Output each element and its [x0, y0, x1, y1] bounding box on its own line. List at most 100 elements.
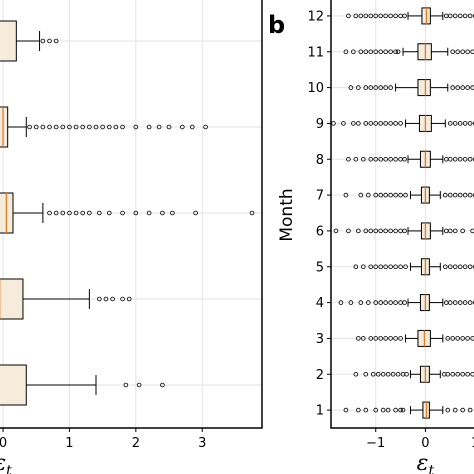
outlier-point [452, 264, 458, 270]
outlier-point [133, 210, 139, 216]
y-tick-label: 4 [316, 296, 324, 311]
outlier-point [467, 264, 473, 270]
outlier-point [368, 156, 374, 162]
panel-a-gridlines [0, 0, 262, 428]
panel-b-x-axis-label-main: ε [417, 451, 429, 474]
outlier-point [358, 192, 364, 198]
outlier-point [378, 156, 383, 162]
outlier-point [346, 13, 351, 19]
panel-a-boxes [0, 20, 255, 406]
outlier-point [106, 124, 112, 130]
outlier-point [460, 336, 465, 341]
outlier-point [390, 371, 396, 377]
x-tick-label: −1 [366, 436, 385, 451]
outlier-point [383, 13, 388, 19]
outlier-point [385, 407, 391, 413]
outlier-point [457, 121, 463, 126]
box-iqr [0, 278, 24, 320]
outlier-point [457, 192, 463, 198]
outlier-point [380, 371, 386, 377]
outlier-point [388, 264, 393, 270]
outlier-point [356, 336, 361, 341]
x-tick-label: 0 [421, 436, 429, 451]
panel-a-x-ticks: −10123 [0, 428, 206, 451]
outlier-point [393, 156, 398, 162]
panel-a: −10123 εt [0, 0, 263, 474]
y-tick-label: 3 [316, 332, 324, 347]
outlier-point [368, 85, 374, 90]
outlier-point [341, 121, 346, 126]
box-11 [343, 43, 474, 61]
outlier-point [353, 13, 359, 19]
outlier-point [393, 228, 398, 234]
outlier-point [378, 13, 383, 19]
outlier-point [60, 124, 66, 130]
outlier-point [146, 124, 152, 130]
outlier-point [402, 228, 407, 234]
outlier-point [388, 156, 393, 162]
panel-b-y-axis-label: Month [277, 188, 297, 241]
outlier-point [385, 371, 391, 377]
y-tick-label: 10 [307, 81, 324, 96]
outlier-point [333, 228, 339, 234]
y-tick-label: 1 [316, 404, 324, 419]
box-4 [0, 106, 208, 148]
box-5 [0, 20, 59, 62]
outlier-point [180, 124, 185, 130]
outlier-point [470, 85, 474, 90]
outlier-point [363, 371, 369, 377]
outlier-point [398, 336, 403, 341]
outlier-point [452, 156, 458, 162]
outlier-point [378, 336, 383, 341]
outlier-point [388, 85, 393, 90]
outlier-point [452, 300, 458, 305]
outlier-point [462, 192, 468, 198]
outlier-point [470, 49, 474, 55]
outlier-point [447, 121, 453, 126]
outlier-point [160, 210, 165, 216]
outlier-point [452, 228, 458, 234]
y-tick-label: 6 [316, 224, 324, 239]
outlier-point [472, 300, 474, 305]
panel-a-x-axis-label: εt [0, 451, 12, 474]
outlier-point [378, 49, 383, 55]
outlier-point [363, 49, 369, 55]
outlier-point [462, 121, 468, 126]
outlier-point [393, 407, 398, 413]
outlier-point [467, 13, 473, 19]
outlier-point [360, 336, 366, 341]
outlier-point [398, 192, 403, 198]
outlier-point [470, 336, 474, 341]
outlier-point [87, 210, 92, 216]
outlier-point [398, 264, 403, 270]
outlier-point [373, 85, 379, 90]
outlier-point [356, 121, 361, 126]
outlier-point [353, 264, 359, 270]
outlier-point [87, 124, 92, 130]
outlier-point [53, 210, 59, 216]
outlier-point [47, 210, 52, 216]
outlier-point [388, 336, 393, 341]
outlier-point [445, 371, 451, 377]
outlier-point [368, 13, 374, 19]
box-iqr [0, 106, 9, 148]
box-5 [353, 258, 474, 276]
outlier-point [338, 300, 344, 305]
outlier-point [353, 371, 359, 377]
outlier-point [465, 49, 470, 55]
outlier-point [403, 264, 408, 270]
outlier-point [447, 156, 453, 162]
box-8 [346, 150, 474, 168]
outlier-point [450, 49, 456, 55]
outlier-point [120, 210, 125, 216]
outlier-point [472, 157, 474, 162]
outlier-point [126, 296, 132, 302]
outlier-point [388, 228, 393, 234]
outlier-point [465, 336, 470, 341]
outlier-point [363, 85, 369, 90]
box-7 [343, 186, 474, 204]
outlier-point [388, 49, 393, 55]
outlier-point [378, 264, 383, 270]
outlier-point [351, 49, 356, 55]
